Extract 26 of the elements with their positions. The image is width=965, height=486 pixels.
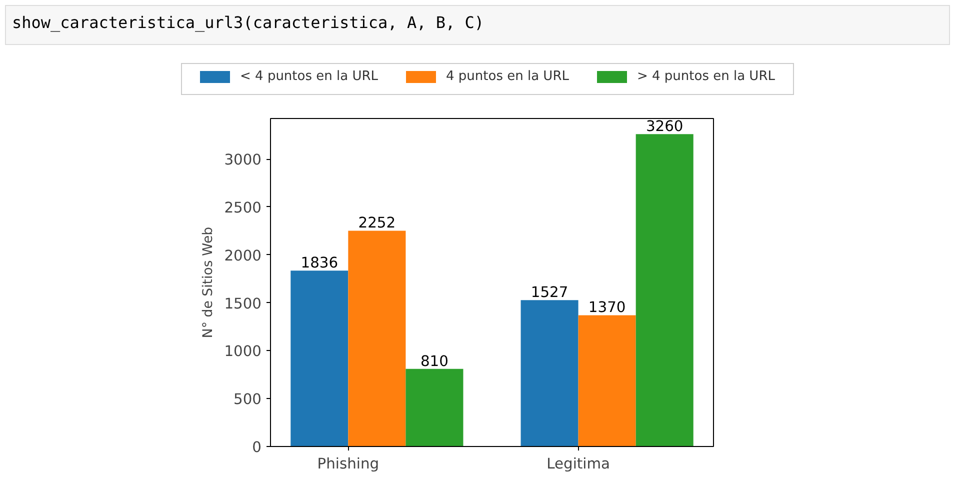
legend-label: > 4 puntos en la URL (636, 68, 775, 86)
data-label: 810 (420, 352, 448, 370)
legend-label: 4 puntos en la URL (446, 68, 569, 86)
bar (578, 315, 636, 446)
bar (520, 300, 578, 446)
bar (406, 368, 464, 446)
bar (290, 270, 348, 446)
data-label: 2252 (358, 214, 396, 232)
legend-label: < 4 puntos en la URL (240, 68, 378, 86)
y-tick-label: 0 (252, 439, 262, 456)
y-tick-label: 1000 (224, 343, 262, 360)
y-tick-label: 2500 (224, 199, 262, 216)
y-tick-label: 2000 (224, 247, 262, 264)
data-label: 1836 (300, 254, 338, 272)
x-tick-label: Phishing (317, 456, 380, 472)
x-tick-label: Legitima (546, 456, 610, 472)
text: show_caracteristica_url3(caracteristica, A, B, C) (12, 12, 484, 34)
y-tick-label: 3000 (224, 152, 262, 169)
data-label: 1527 (530, 284, 568, 302)
y-axis-title: N° de Sitios Web (201, 226, 216, 338)
data-label: 1370 (588, 299, 626, 316)
y-tick-label: 1500 (224, 295, 262, 312)
y-tick-label: 500 (234, 391, 262, 408)
bar (636, 134, 694, 446)
bar (348, 230, 406, 446)
data-label: 3260 (646, 118, 684, 136)
